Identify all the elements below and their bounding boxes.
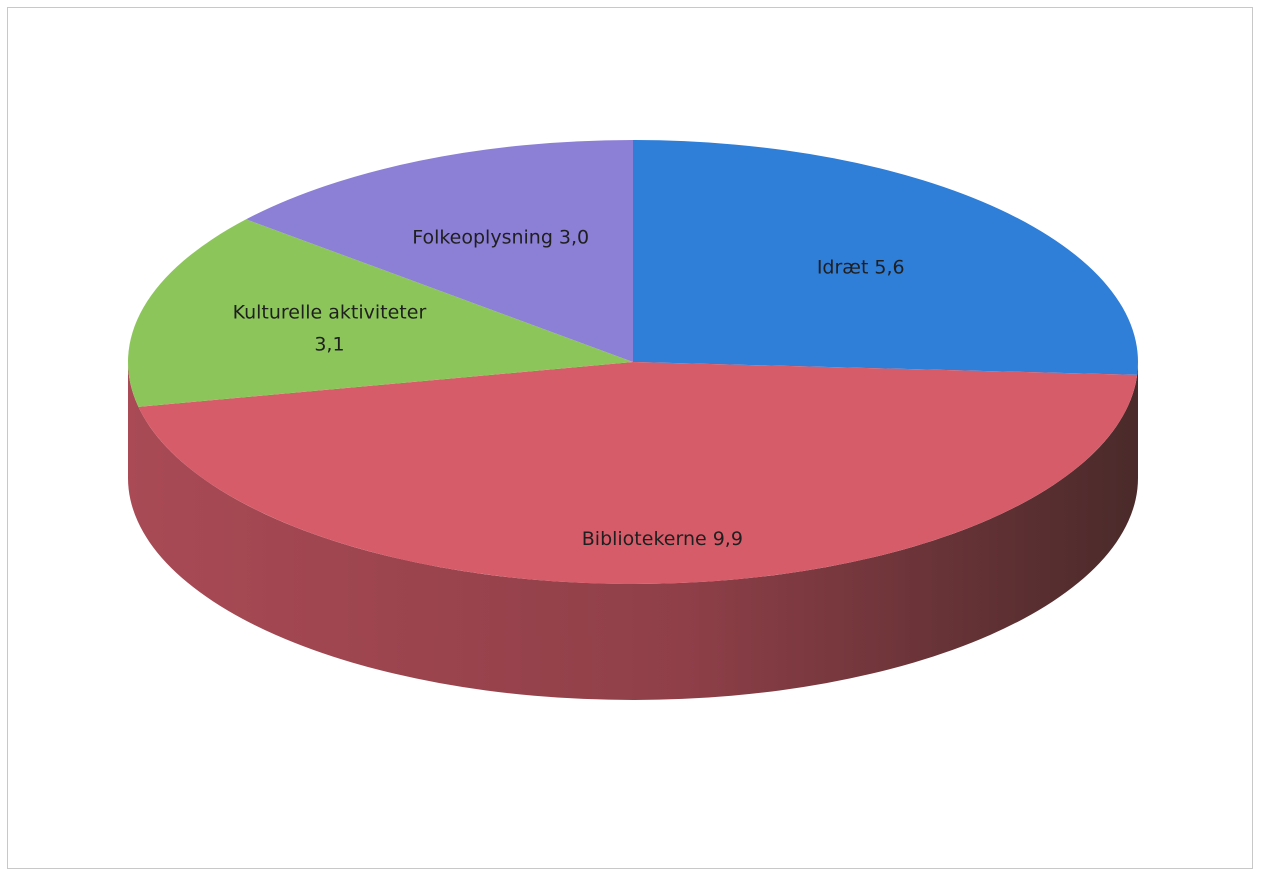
data-label-idraet: Idræt 5,6 — [817, 257, 905, 279]
pie-data-labels: Idræt 5,6 Bibliotekerne 9,9 Kulturelle akt… — [233, 226, 905, 550]
data-label-kulturelle-aktiviteter: Kulturelle aktiviteter 3,1 — [233, 301, 427, 355]
pie-slice-folkeoplysning — [246, 140, 633, 362]
pie-slices — [128, 140, 1139, 585]
pie-side-bibliotekerne — [128, 362, 1138, 700]
pie-slice-bibliotekerne — [138, 362, 1138, 585]
pie-slice-idraet — [633, 140, 1139, 375]
pie-slice-kulturelle-aktiviteter — [128, 219, 633, 407]
data-label-bibliotekerne: Bibliotekerne 9,9 — [582, 528, 743, 550]
data-label-folkeoplysning: Folkeoplysning 3,0 — [412, 226, 589, 248]
pie-side-wall — [128, 362, 1138, 700]
